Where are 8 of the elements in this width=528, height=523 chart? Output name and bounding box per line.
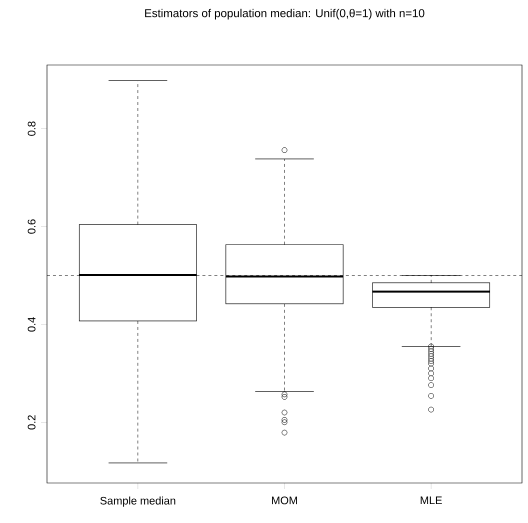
chart-title: Estimators of population median: Unif(0,θ=1) with n=10 bbox=[145, 8, 424, 20]
y-tick-label: 0.4 bbox=[28, 317, 36, 332]
x-tick-label: MOM bbox=[272, 496, 297, 504]
y-tick-label: 0.8 bbox=[28, 121, 36, 136]
x-tick-label: MLE bbox=[420, 496, 442, 504]
y-tick-label: 0.2 bbox=[28, 415, 36, 430]
y-tick-label: 0.6 bbox=[28, 219, 36, 234]
x-tick-label: Sample median bbox=[100, 496, 176, 507]
